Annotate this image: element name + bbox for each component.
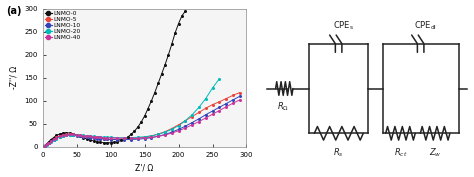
Text: $R_s$: $R_s$ — [333, 146, 344, 159]
Legend: LNMO-0, LNMO-5, LNMO-10, LNMO-20, LNMO-40: LNMO-0, LNMO-5, LNMO-10, LNMO-20, LNMO-4… — [45, 11, 82, 41]
Text: $R_\Omega$: $R_\Omega$ — [277, 100, 289, 113]
Text: $\mathrm{CPE_s}$: $\mathrm{CPE_s}$ — [333, 19, 355, 32]
X-axis label: Z'/ Ω: Z'/ Ω — [136, 163, 154, 172]
Text: $\mathrm{CPE_{dl}}$: $\mathrm{CPE_{dl}}$ — [414, 19, 438, 32]
Y-axis label: -Z''/ Ω: -Z''/ Ω — [10, 66, 19, 89]
Text: $Z_w$: $Z_w$ — [429, 146, 442, 159]
Text: $R_{ct}$: $R_{ct}$ — [394, 146, 408, 159]
Text: (a): (a) — [6, 6, 21, 16]
